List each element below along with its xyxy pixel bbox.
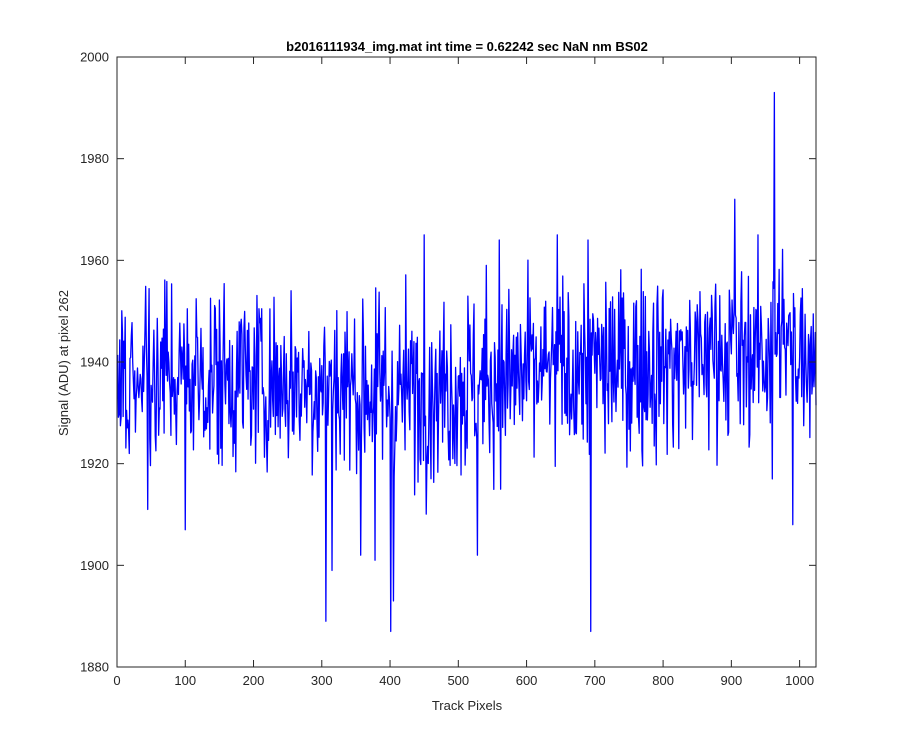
x-tick-label: 1000 [785, 673, 814, 688]
x-tick-label: 200 [243, 673, 265, 688]
x-tick-label: 500 [447, 673, 469, 688]
plot-area: 0 100 200 300 400 500 600 700 800 900 1000 1880 1900… [80, 50, 817, 688]
y-tick-label: 1880 [80, 660, 109, 675]
x-tick-label: 100 [174, 673, 196, 688]
x-tick-label: 300 [311, 673, 333, 688]
y-tick-label: 1920 [80, 456, 109, 471]
chart-title: b2016111934_img.mat int time = 0.62242 s… [286, 39, 648, 54]
x-tick-label: 0 [113, 673, 120, 688]
x-tick-label: 400 [379, 673, 401, 688]
x-tick-label: 800 [652, 673, 674, 688]
x-tick-label: 600 [516, 673, 538, 688]
x-tick-label: 700 [584, 673, 606, 688]
y-tick-label: 1980 [80, 151, 109, 166]
y-tick-label: 1900 [80, 558, 109, 573]
x-axis-label: Track Pixels [432, 698, 503, 713]
y-axis-label: Signal (ADU) at pixel 262 [56, 290, 71, 436]
y-tick-label: 2000 [80, 50, 109, 65]
series-line [117, 91, 817, 633]
y-tick-label: 1940 [80, 355, 109, 370]
y-tick-label: 1960 [80, 253, 109, 268]
x-tick-label: 900 [721, 673, 743, 688]
